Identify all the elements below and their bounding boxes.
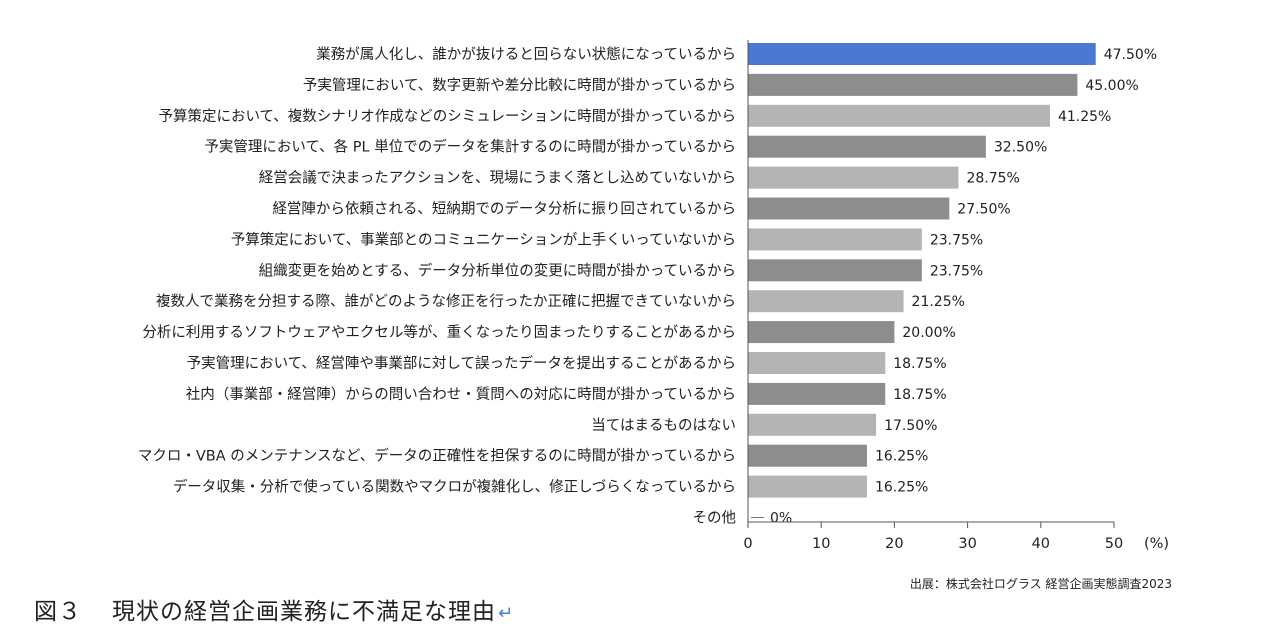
- figure-number: 図３: [34, 599, 82, 625]
- category-label: 予算策定において、事業部とのコミュニケーションが上手くいっていないから: [231, 231, 736, 248]
- bar: [748, 228, 922, 251]
- x-tick-label: 20: [885, 536, 903, 552]
- figure-title: 現状の経営企画業務に不満足な理由: [112, 599, 496, 625]
- data-label: 28.75%: [966, 171, 1019, 187]
- x-tick-label: 0: [743, 536, 752, 552]
- bar: [748, 352, 886, 374]
- figure-caption: 図３ 現状の経営企画業務に不満足な理由 ↵: [34, 592, 514, 626]
- data-label: 0%: [770, 511, 792, 527]
- bar: [748, 444, 867, 467]
- bar: [748, 259, 922, 282]
- bar: [748, 382, 886, 405]
- bar: [748, 290, 904, 313]
- data-label: 20.00%: [902, 325, 955, 341]
- bar-chart: 業務が属人化し、誰かが抜けると回らない状態になっているから 47.50% 予実管理に…: [138, 40, 1169, 552]
- category-label: 複数人で業務を分担する際、誰がどのような修正を行ったか正確に把握できていないから: [156, 293, 736, 310]
- source-note: 出展：株式会社ログラス 経営企画実態調査2023: [909, 577, 1172, 591]
- data-label: 47.50%: [1104, 47, 1157, 63]
- category-label: データ収集・分析で使っている関数やマクロが複雑化し、修正しづらくなっているから: [173, 478, 736, 496]
- category-label: 経営会議で決まったアクションを、現場にうまく落とし込めていないから: [259, 169, 736, 187]
- data-label: 32.50%: [994, 140, 1047, 156]
- chart-svg: 業務が属人化し、誰かが抜けると回らない状態になっているから 47.50% 予実管理に…: [138, 40, 1169, 552]
- category-label: 業務が属人化し、誰かが抜けると回らない状態になっているから: [316, 46, 736, 63]
- data-label: 45.00%: [1085, 78, 1138, 94]
- bar: [748, 135, 986, 158]
- data-label: 17.50%: [884, 418, 937, 434]
- category-label: 組織変更を始めとする、データ分析単位の変更に時間が掛かっているから: [259, 261, 736, 279]
- bar: [748, 321, 895, 344]
- bar: [748, 475, 867, 498]
- return-mark-icon: ↵: [498, 603, 515, 624]
- category-label: 予実管理において、各 PL 単位でのデータを集計するのに時間が掛かっているから: [204, 138, 736, 156]
- bar: [748, 166, 959, 189]
- category-label: 予実管理において、数字更新や差分比較に時間が掛かっているから: [303, 76, 736, 94]
- data-label: 27.50%: [957, 202, 1010, 218]
- category-label: 社内（事業部・経営陣）からの問い合わせ・質問への対応に時間が掛かっているから: [186, 385, 736, 403]
- data-label: 23.75%: [930, 263, 983, 279]
- data-label: 16.25%: [875, 480, 928, 496]
- category-label: 当てはまるものはない: [591, 417, 736, 434]
- data-label: 16.25%: [875, 449, 928, 465]
- category-label: 分析に利用するソフトウェアやエクセル等が、重くなったり固まったりすることがあるか…: [142, 323, 736, 341]
- data-label: 23.75%: [930, 232, 983, 248]
- data-label: 41.25%: [1058, 109, 1111, 125]
- bar: [748, 73, 1078, 96]
- data-label: 18.75%: [893, 356, 946, 372]
- category-label: その他: [693, 510, 737, 527]
- data-label: 18.75%: [893, 387, 946, 403]
- category-label: マクロ・VBA のメンテナンスなど、データの正確性を担保するのに時間が掛かってい…: [138, 447, 736, 465]
- x-axis-unit-label: (%): [1144, 536, 1169, 552]
- bar: [748, 43, 1096, 65]
- category-label: 経営陣から依頼される、短納期でのデータ分析に振り回されているから: [272, 200, 736, 218]
- bar: [748, 413, 877, 436]
- bar: [748, 104, 1050, 127]
- category-label: 予算策定において、複数シナリオ作成などのシミュレーションに時間が掛かっているから: [158, 108, 736, 125]
- bar: [748, 197, 950, 220]
- data-label: 21.25%: [912, 294, 965, 310]
- x-tick-label: 50: [1105, 536, 1123, 552]
- x-tick-label: 30: [958, 536, 976, 552]
- category-label: 予実管理において、経営陣や事業部に対して誤ったデータを提出することがあるから: [187, 354, 736, 372]
- x-tick-label: 10: [812, 536, 830, 552]
- x-tick-label: 40: [1032, 536, 1050, 552]
